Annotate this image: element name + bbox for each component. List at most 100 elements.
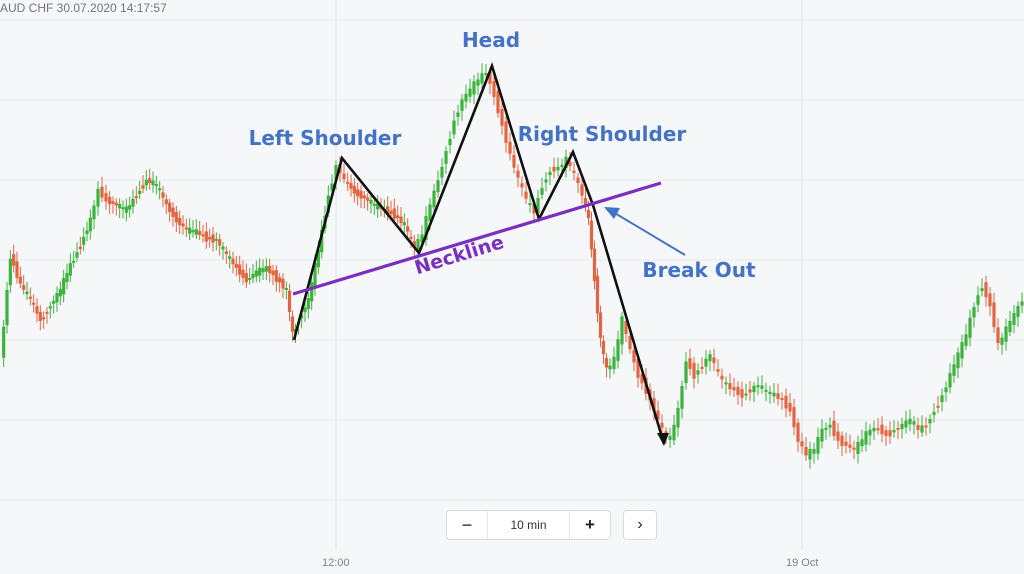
candle-body <box>148 178 152 184</box>
candle-body <box>700 366 704 369</box>
candle-body <box>764 389 768 392</box>
candle-body <box>264 266 268 272</box>
candle-body <box>164 199 168 205</box>
candle-body <box>303 307 307 313</box>
candle-body <box>624 321 628 335</box>
candle-body <box>652 398 656 412</box>
label-break-out: Break Out <box>642 258 756 282</box>
candle-body <box>194 229 198 235</box>
candle-body <box>392 208 396 219</box>
candle-body <box>412 240 416 248</box>
candle-body <box>632 350 636 363</box>
candle-body <box>896 427 900 430</box>
candle-body <box>676 407 680 428</box>
candle-body <box>78 246 82 249</box>
candle-body <box>406 226 410 232</box>
candle-body <box>868 429 872 436</box>
candle-body <box>524 191 528 199</box>
candle-body <box>75 252 79 258</box>
candle-body <box>8 258 12 286</box>
candle-body <box>976 295 980 305</box>
candle-body <box>436 180 440 193</box>
candle-body <box>32 302 36 305</box>
candle-body <box>672 424 676 441</box>
candle-body <box>25 291 29 295</box>
candle-body <box>744 393 748 396</box>
candle-body <box>409 236 413 239</box>
candle-body <box>62 278 66 295</box>
candle-body <box>780 398 784 401</box>
candle-body <box>45 311 49 314</box>
candle-body <box>940 395 944 403</box>
breakout-arrow-head <box>604 207 620 219</box>
candle-body <box>620 316 624 345</box>
breakout-arrowhead <box>657 433 669 446</box>
candle-body <box>944 387 948 393</box>
zoom-in-button[interactable]: + <box>585 515 595 534</box>
candle-body <box>432 190 436 208</box>
candle-body <box>880 424 884 435</box>
candle-body <box>48 306 52 309</box>
candle-body <box>334 165 338 180</box>
candle-body <box>796 422 800 442</box>
candle-body <box>369 200 373 204</box>
candle-body <box>800 441 804 447</box>
candle-body <box>504 121 508 143</box>
candle-body <box>528 203 532 206</box>
candle-body <box>595 275 600 314</box>
candle-body <box>65 272 69 283</box>
candle-body <box>214 238 218 241</box>
candle-body <box>608 365 612 370</box>
candle-body <box>82 236 86 245</box>
candle-body <box>300 314 304 319</box>
candle-body <box>238 264 242 275</box>
candle-body <box>22 285 26 290</box>
candle-body <box>356 189 360 197</box>
candle-body <box>512 154 516 168</box>
candle-body <box>396 215 400 219</box>
candle-body <box>488 71 492 84</box>
candle-body <box>688 358 692 369</box>
candle-body <box>389 210 393 215</box>
candle-body <box>174 211 178 223</box>
candle-body <box>884 430 888 437</box>
candle-body <box>592 248 597 282</box>
candle-body <box>72 260 76 263</box>
label-head: Head <box>462 28 520 52</box>
candle-body <box>198 230 202 235</box>
candle-body <box>224 251 228 255</box>
zoom-out-button[interactable]: − <box>461 514 473 535</box>
candle-body <box>612 356 616 370</box>
candle-body <box>804 446 808 456</box>
candle-body <box>568 161 572 167</box>
candle-body <box>912 421 916 425</box>
candle-body <box>583 197 588 206</box>
candle-body <box>168 202 172 212</box>
candle-body <box>598 312 603 339</box>
x-tick-label: 12:00 <box>322 557 350 569</box>
candle-body <box>876 428 880 431</box>
candle-body <box>708 354 712 362</box>
candle-body <box>161 192 165 198</box>
candle-body <box>452 120 456 135</box>
candle-body <box>492 81 496 97</box>
candle-body <box>968 317 972 338</box>
candle-body <box>330 183 334 191</box>
candle-body <box>234 263 238 268</box>
candle-body <box>444 150 448 164</box>
candle-body <box>756 385 760 388</box>
candle-body <box>178 217 182 226</box>
candle-body <box>916 425 920 430</box>
symbol-datetime-label: AUD CHF 30.07.2020 14:17:57 <box>0 1 167 15</box>
candle-body <box>752 385 756 393</box>
candle-body <box>55 293 59 303</box>
candle-body <box>892 430 896 433</box>
candle-body <box>908 418 912 425</box>
neckline-line <box>292 181 662 296</box>
candle-body <box>15 261 19 278</box>
candle-body <box>812 448 816 454</box>
candle-body <box>684 361 688 383</box>
next-button[interactable]: › <box>623 510 657 540</box>
candle-body <box>128 205 132 210</box>
